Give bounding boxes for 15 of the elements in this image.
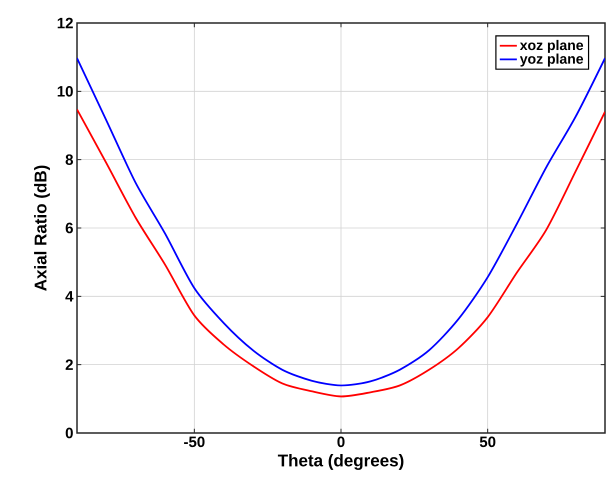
y-tick-label: 8 — [66, 154, 73, 165]
y-tick-label: 2 — [66, 359, 73, 370]
x-tick-label: 50 — [480, 436, 496, 448]
y-tick-label: 4 — [65, 291, 74, 302]
x-tick-label: -50 — [184, 436, 205, 448]
x-axis-title: Theta (degrees) — [278, 454, 404, 470]
legend-label: xoz plane — [520, 40, 584, 53]
line-series — [77, 108, 605, 398]
y-tick-label: 12 — [58, 18, 73, 28]
legend-label: yoz plane — [520, 54, 584, 67]
x-tick-label: 0 — [337, 436, 345, 448]
y-tick-label: 10 — [58, 86, 73, 97]
y-axis-title: Axial Ratio (dB) — [34, 166, 50, 291]
y-tick-label: 6 — [66, 222, 73, 234]
y-tick-label: 0 — [66, 428, 73, 438]
